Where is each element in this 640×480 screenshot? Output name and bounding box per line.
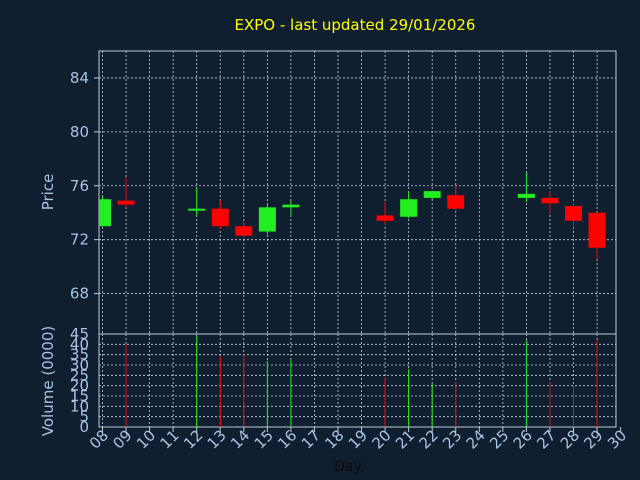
- price-tick-label: 76: [70, 177, 89, 195]
- x-tick-label: 29: [580, 426, 606, 452]
- candle-29: [588, 212, 606, 259]
- volume-tick-label: 10: [70, 397, 89, 415]
- price-tick-label: 68: [70, 285, 89, 303]
- candle-body: [541, 197, 559, 204]
- x-tick-label: 10: [133, 426, 159, 452]
- candle-21: [400, 191, 418, 219]
- candle-body: [517, 193, 535, 198]
- x-tick-label: 21: [392, 426, 418, 452]
- volume-panel-frame: [98, 333, 617, 428]
- price-tick-label: 84: [70, 69, 89, 87]
- volume-tick-label: 5: [79, 408, 89, 426]
- candle-body: [423, 191, 441, 198]
- x-tick-label: 20: [368, 426, 394, 452]
- x-tick-label: 28: [557, 426, 583, 452]
- volume-axis-label: Volume (0000): [39, 326, 57, 436]
- candle-body: [565, 205, 582, 221]
- candles: [99, 172, 606, 259]
- candle-23: [447, 185, 465, 211]
- candle-body: [188, 208, 206, 211]
- price-tick-label: 80: [70, 123, 89, 141]
- volume-tick-label: 40: [70, 335, 89, 353]
- candle-16: [282, 200, 300, 216]
- candle-body: [117, 200, 135, 205]
- candle-26: [517, 172, 535, 202]
- candle-20: [376, 201, 394, 225]
- x-tick-label: 18: [321, 426, 347, 452]
- x-tick-label: 30: [604, 426, 630, 452]
- candle-body: [235, 226, 253, 236]
- x-tick-label: 22: [416, 426, 442, 452]
- volume-tick-label: 45: [70, 325, 89, 343]
- x-tick-label: 16: [274, 426, 300, 452]
- x-tick-label: 17: [298, 426, 324, 452]
- volume-tick-label: 30: [70, 356, 89, 374]
- candle-body: [447, 195, 465, 209]
- candle-12: [188, 188, 206, 216]
- candle-body: [211, 208, 229, 227]
- price-grid: [99, 51, 616, 334]
- x-tick-label: 14: [227, 426, 253, 452]
- x-tick-label: 25: [486, 426, 512, 452]
- candle-body: [400, 199, 418, 217]
- price-axis-label: Price: [39, 174, 57, 211]
- candle-22: [423, 191, 441, 200]
- price-tick-label: 72: [70, 231, 89, 249]
- x-tick-label: 27: [533, 426, 559, 452]
- x-tick-label: 15: [251, 426, 277, 452]
- candle-09: [117, 177, 135, 208]
- candle-15: [258, 204, 276, 235]
- volume-bars: [125, 336, 598, 427]
- candle-body: [99, 199, 111, 227]
- candle-14: [235, 222, 253, 237]
- candle-body: [376, 215, 394, 221]
- x-axis-label: Day: [334, 459, 362, 475]
- x-tick-label: 08: [86, 426, 112, 452]
- x-tick-label: 09: [109, 426, 135, 452]
- candle-13: [211, 200, 229, 229]
- volume-tick-label: 35: [70, 346, 89, 364]
- x-tick-label: 12: [180, 426, 206, 452]
- price-y-tick-labels: 68 72 76 80 84: [70, 69, 99, 303]
- candle-08: [99, 196, 111, 227]
- chart-title: EXPO - last updated 29/01/2026: [235, 16, 476, 34]
- volume-tick-label: 25: [70, 366, 89, 384]
- candle-body: [588, 212, 606, 248]
- candle-27: [541, 191, 559, 215]
- x-tick-label: 11: [156, 426, 182, 452]
- candle-body: [258, 207, 276, 232]
- volume-grid: [99, 334, 616, 427]
- candle-28: [565, 203, 582, 228]
- x-tick-label: 19: [345, 426, 371, 452]
- x-tick-labels: 0809101112131415161718192021222324252627…: [86, 426, 630, 452]
- volume-tick-label: 0: [79, 418, 89, 436]
- volume-tick-label: 20: [70, 377, 89, 395]
- candle-body: [282, 204, 300, 208]
- volume-tick-label: 15: [70, 387, 89, 405]
- x-tick-label: 13: [204, 426, 230, 452]
- x-tick-label: 23: [439, 426, 465, 452]
- x-tick-label: 26: [510, 426, 536, 452]
- price-panel-frame: [98, 50, 617, 335]
- x-tick-label: 24: [463, 426, 489, 452]
